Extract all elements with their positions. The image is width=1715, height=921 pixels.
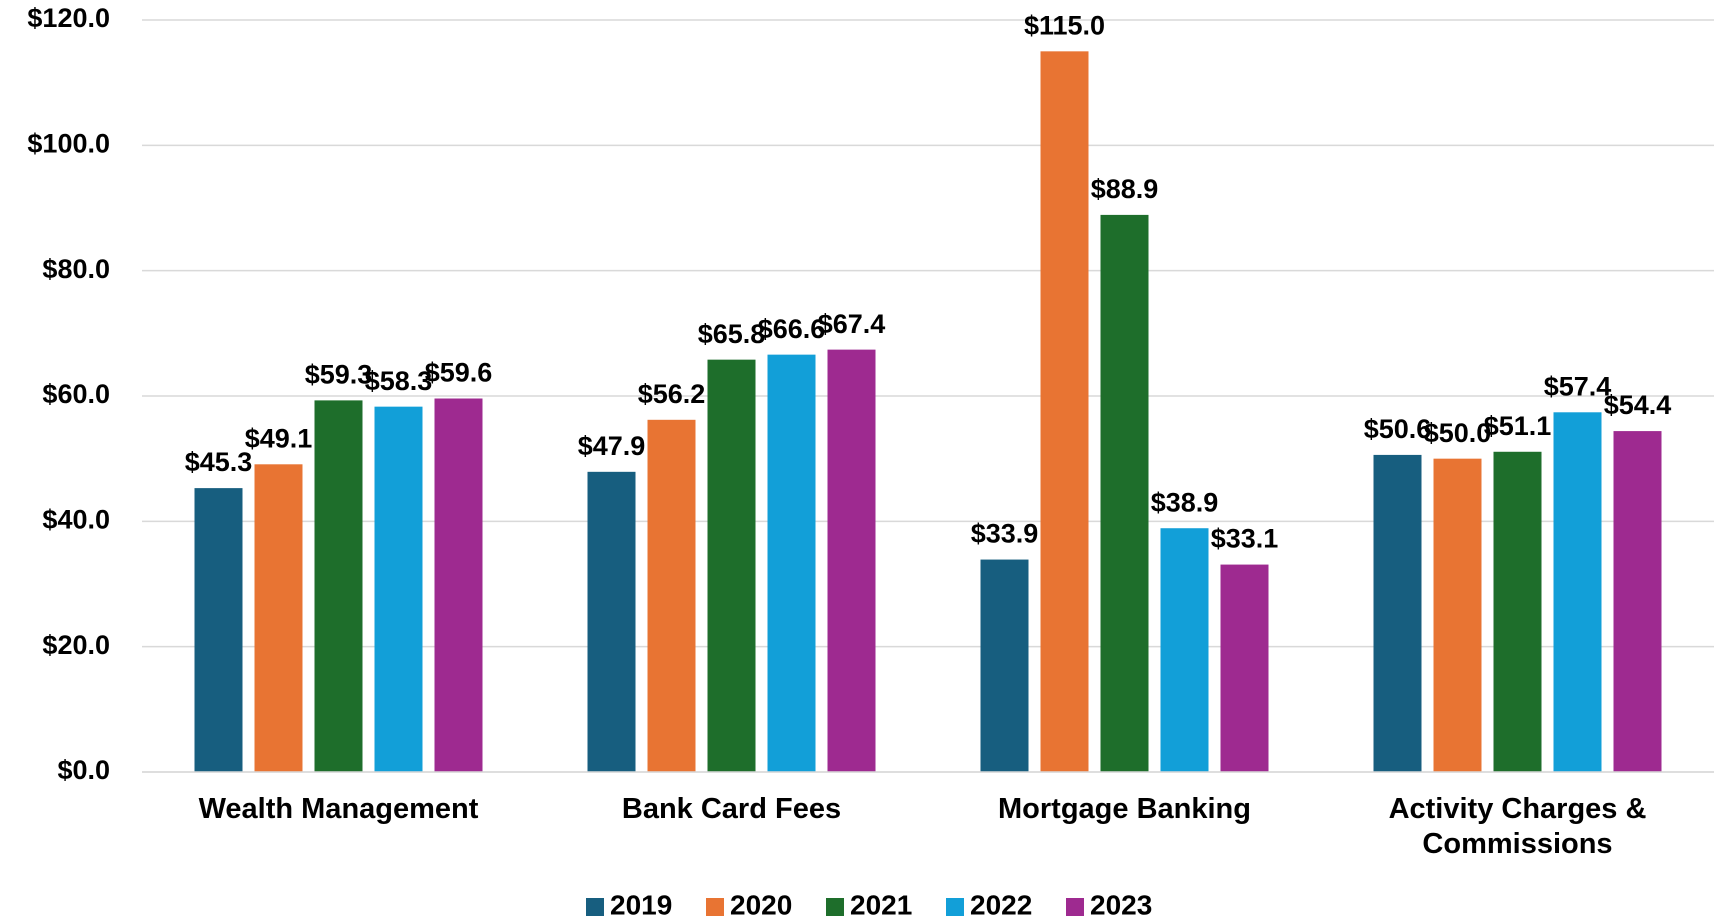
- data-label: $51.1: [1484, 411, 1552, 441]
- y-tick-label: $100.0: [27, 128, 110, 158]
- data-label: $45.3: [185, 447, 253, 477]
- data-label: $56.2: [638, 379, 706, 409]
- x-tick-label: Activity Charges & Commissions: [1388, 793, 1647, 860]
- bar: [1220, 564, 1269, 772]
- bar: [374, 406, 423, 772]
- data-label: $54.4: [1604, 390, 1672, 420]
- data-label: $67.4: [818, 309, 886, 339]
- x-tick-label: Bank Card Fees: [621, 793, 842, 825]
- legend-swatch: [826, 898, 844, 916]
- data-label: $58.3: [365, 366, 433, 396]
- data-label: $50.6: [1364, 414, 1432, 444]
- legend-label: 2023: [1090, 889, 1152, 920]
- legend-swatch: [586, 898, 604, 916]
- bar: [647, 419, 696, 772]
- bar: [1553, 412, 1602, 772]
- bar: [1433, 458, 1482, 772]
- x-tick-label: Wealth Management: [198, 793, 479, 825]
- bar: [707, 359, 756, 772]
- data-label: $66.6: [758, 314, 826, 344]
- bar: [254, 464, 303, 772]
- data-label: $38.9: [1151, 487, 1219, 517]
- legend-swatch: [706, 898, 724, 916]
- bar: [827, 349, 876, 772]
- y-tick-label: $60.0: [42, 379, 110, 409]
- legend-swatch: [1066, 898, 1084, 916]
- data-label: $88.9: [1091, 174, 1159, 204]
- legend-label: 2019: [610, 889, 672, 920]
- bar: [1160, 528, 1209, 772]
- bar: [314, 400, 363, 772]
- y-tick-label: $80.0: [42, 254, 110, 284]
- x-tick-label: Mortgage Banking: [998, 793, 1251, 825]
- legend-label: 2022: [970, 889, 1032, 920]
- bar: [587, 471, 636, 772]
- data-label: $59.6: [425, 358, 493, 388]
- data-label: $33.1: [1211, 524, 1279, 554]
- bar: [434, 398, 483, 772]
- data-label: $65.8: [698, 319, 766, 349]
- data-label: $33.9: [971, 519, 1039, 549]
- bar: [1373, 454, 1422, 772]
- y-tick-label: $40.0: [42, 504, 110, 534]
- bar: [980, 559, 1029, 772]
- bar: [1493, 451, 1542, 772]
- y-tick-label: $20.0: [42, 630, 110, 660]
- legend-label: 2021: [850, 889, 912, 920]
- legend-swatch: [946, 898, 964, 916]
- bar: [1040, 51, 1089, 773]
- bar: [1100, 214, 1149, 773]
- y-tick-label: $120.0: [27, 3, 110, 33]
- data-label: $47.9: [578, 431, 646, 461]
- data-label: $115.0: [1024, 10, 1105, 40]
- y-tick-label: $0.0: [57, 755, 110, 785]
- bar: [767, 354, 816, 772]
- data-label: $49.1: [245, 423, 313, 453]
- bar: [1613, 431, 1662, 772]
- legend-label: 2020: [730, 889, 792, 920]
- bar: [194, 488, 243, 772]
- data-label: $59.3: [305, 360, 373, 390]
- data-label: $50.0: [1424, 418, 1492, 448]
- data-label: $57.4: [1544, 371, 1612, 401]
